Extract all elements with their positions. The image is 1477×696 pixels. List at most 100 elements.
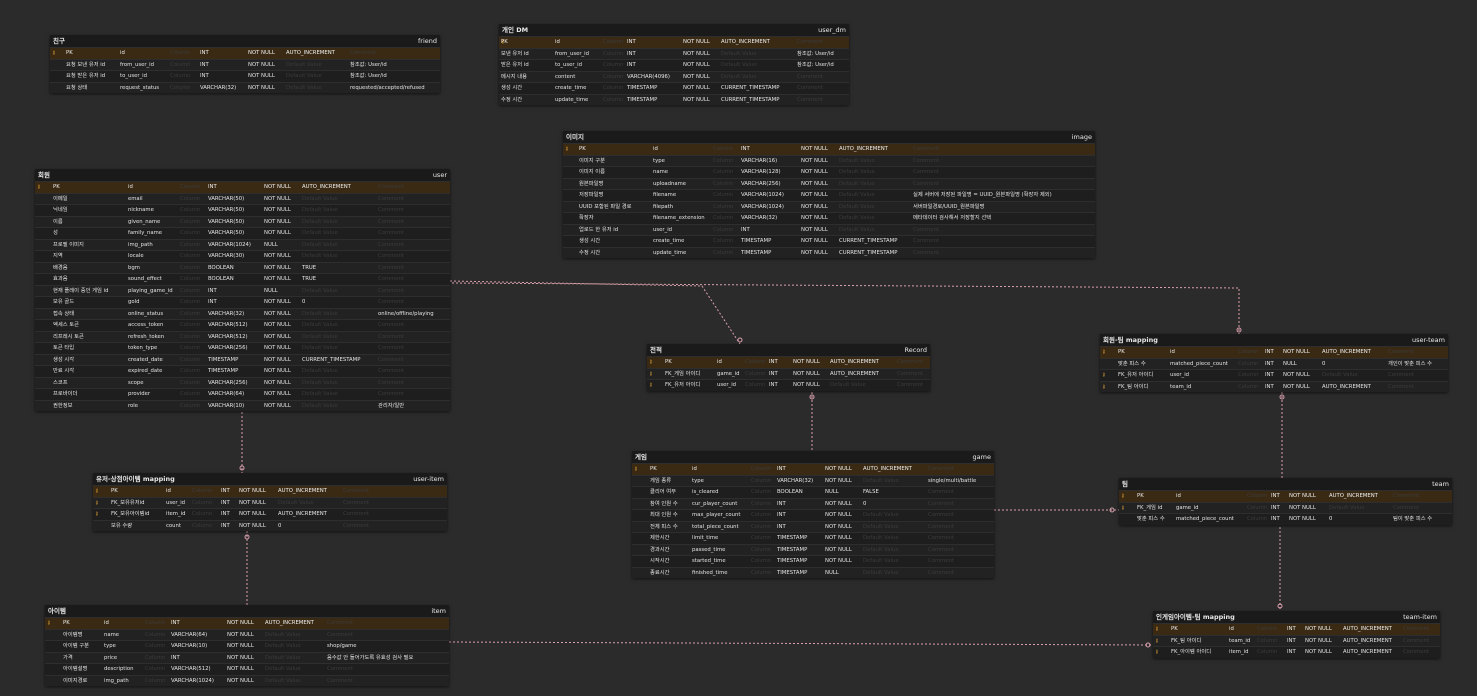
column-row[interactable]: 원본파일명 uploadname Column VARCHAR(256) NOT NUL… <box>563 177 1095 189</box>
pk-row[interactable]: ⚷ PK id Column INT NOT NULL AUTO_INCREMENT Comm… <box>50 47 440 59</box>
table-image[interactable]: 이미지 image ⚷ PK id Column INT NOT NULL AUTO_INCRE… <box>563 131 1095 258</box>
column-row[interactable]: 이메일 email Column VARCHAR(50) NOT NULL Default… <box>35 192 450 204</box>
column-row[interactable]: 성 family_name Column VARCHAR(50) NOT NULL Def… <box>35 227 450 239</box>
column-row[interactable]: ⚷ FK_유저 아이디 user_id Column INT NOT NULL Defaul… <box>647 379 930 391</box>
column-row[interactable]: 효과음 sound_effect Column BOOLEAN NOT NULL TRUE… <box>35 273 450 285</box>
column-row[interactable]: 맞춘 피스 수 matched_piece_count Column INT NOT N… <box>1119 513 1452 525</box>
column-row[interactable]: 이미지 구분 type Column VARCHAR(16) NOT NULL Defau… <box>563 154 1095 166</box>
column-row[interactable]: 시작시간 started_time Column TIMESTAMP NOT NULL D… <box>632 555 994 567</box>
column-row[interactable]: 게임 종류 type Column VARCHAR(32) NOT NULL Defaul… <box>632 474 994 486</box>
table-header[interactable]: 유저-상점아이템 mapping user-item <box>93 473 447 485</box>
column-row[interactable]: 리프레시 토큰 refresh_token Column VARCHAR(512) NO… <box>35 330 450 342</box>
column-name-cell: request_status <box>120 84 160 91</box>
column-row[interactable]: 참여 인원 수 cur_player_count Column INT NOT NULL… <box>632 497 994 509</box>
pk-row[interactable]: ⚷ PK id Column INT NOT NULL AUTO_INCREMENT Comm… <box>1119 490 1452 502</box>
table-user_team[interactable]: 회원-팀 mapping user-team ⚷ PK id Column INT NOT N… <box>1100 334 1448 392</box>
column-row[interactable]: 가격 price Column INT NOT NULL Default Value 음수값… <box>45 651 449 663</box>
column-row[interactable]: 만료 시각 expired_date Column TIMESTAMP NOT NULL… <box>35 365 450 377</box>
column-row[interactable]: 이름 given_name Column VARCHAR(50) NOT NULL Def… <box>35 215 450 227</box>
table-header[interactable]: 팀 team <box>1119 478 1452 490</box>
pk-row[interactable]: ⚷ PK id Column INT NOT NULL AUTO_INCREMENT Comm… <box>647 356 930 368</box>
column-row[interactable]: 보낸 유저 id from_user_id Column INT NOT NULL Def… <box>499 47 849 59</box>
column-row[interactable]: 클리어 여부 is_cleared Column BOOLEAN NULL FALSE Co… <box>632 486 994 498</box>
table-user_item[interactable]: 유저-상점아이템 mapping user-item ⚷ PK id Column INT N… <box>93 473 447 531</box>
column-row[interactable]: 현재 플레이 중인 게임 id playing_game_id Column INT N… <box>35 284 450 296</box>
column-row[interactable]: 종료시간 finished_time Column TIMESTAMP NULL Defa… <box>632 566 994 578</box>
pk-row[interactable]: ⚷ PK id Column INT NOT NULL AUTO_INCREMENT Comm… <box>499 36 849 48</box>
column-row[interactable]: 프로바이더 provider Column VARCHAR(64) NOT NULL De… <box>35 388 450 400</box>
column-row[interactable]: 닉네임 nickname Column VARCHAR(50) NOT NULL Defa… <box>35 204 450 216</box>
pk-row[interactable]: ⚷ PK id Column INT NOT NULL AUTO_INCREMENT Comm… <box>1100 346 1448 358</box>
column-row[interactable]: 요청 상태 request_status Column VARCHAR(32) NOT … <box>50 81 440 93</box>
column-row[interactable]: 맞춘 피스 수 matched_piece_count Column INT NULL 0… <box>1100 357 1448 369</box>
pk-row[interactable]: ⚷ PK id Column INT NOT NULL AUTO_INCREMENT Comm… <box>1153 623 1440 635</box>
table-record[interactable]: 전적 Record ⚷ PK id Column INT NOT NULL AUTO_INCRE… <box>647 344 930 391</box>
column-row[interactable]: 엑세스 토큰 access_token Column VARCHAR(512) NOT … <box>35 319 450 331</box>
column-row[interactable]: 배경음 bgm Column BOOLEAN NOT NULL TRUE Comment <box>35 261 450 273</box>
column-row[interactable]: ⚷ FK_아이템 아이디 item_id Column INT NOT NULL AUTO_… <box>1153 646 1440 658</box>
table-header[interactable]: 친구 friend <box>50 35 440 47</box>
column-row[interactable]: 프로필 이미지 img_path Column VARCHAR(1024) NULL De… <box>35 238 450 250</box>
column-row[interactable]: 생성 시각 created_date Column TIMESTAMP NOT NULL… <box>35 353 450 365</box>
table-team[interactable]: 팀 team ⚷ PK id Column INT NOT NULL AUTO_INCREMEN… <box>1119 478 1452 525</box>
column-row[interactable]: 접속 상태 online_status Column VARCHAR(32) NOT N… <box>35 307 450 319</box>
column-row[interactable]: ⚷ FK_게임 아이디 game_id Column INT NOT NULL AUTO_I… <box>647 367 930 379</box>
column-row[interactable]: 권한정보 role Column VARCHAR(10) NOT NULL Default… <box>35 399 450 411</box>
column-row[interactable]: 보유 골드 gold Column INT NOT NULL 0 Comment <box>35 296 450 308</box>
column-row[interactable]: 수정 시간 update_time Column TIMESTAMP NOT NULL C… <box>563 246 1095 258</box>
table-user[interactable]: 회원 user ⚷ PK id Column INT NOT NULL AUTO_INCREME… <box>35 169 450 411</box>
column-row[interactable]: 스코프 scope Column VARCHAR(256) NOT NULL Defaul… <box>35 376 450 388</box>
table-user_dm[interactable]: 개인 DM user_dm ⚷ PK id Column INT NOT NULL AUTO_I… <box>499 24 849 105</box>
column-row[interactable]: 수정 시간 update_time Column TIMESTAMP NOT NULL C… <box>499 93 849 105</box>
column-row[interactable]: ⚷ FK_팀 아이디 team_id Column INT NOT NULL AUTO_IN… <box>1100 380 1448 392</box>
table-header[interactable]: 이미지 image <box>563 131 1095 143</box>
column-row[interactable]: UUID 포함된 파일 경로 filepath Column VARCHAR(1024… <box>563 200 1095 212</box>
column-row[interactable]: 요청 받은 유저 id to_user_id Column INT NOT NULL De… <box>50 70 440 82</box>
column-row[interactable]: 확장자 filename_extension Column VARCHAR(32) NO… <box>563 212 1095 224</box>
nullable-cell: NOT NULL <box>683 62 710 68</box>
table-friend[interactable]: 친구 friend ⚷ PK id Column INT NOT NULL AUTO_INCRE… <box>50 35 440 93</box>
column-row[interactable]: ⚷ FK_유저 아이디 user_id Column INT NOT NULL Defaul… <box>1100 369 1448 381</box>
table-header[interactable]: 게임 game <box>632 451 994 463</box>
column-row[interactable]: 제한시간 limit_time Column TIMESTAMP NOT NULL Def… <box>632 532 994 544</box>
table-item[interactable]: 아이템 item ⚷ PK id Column INT NOT NULL AUTO_INCREM… <box>45 605 449 686</box>
pk-row[interactable]: ⚷ PK id Column INT NOT NULL AUTO_INCREMENT Comm… <box>93 485 447 497</box>
table-header[interactable]: 아이템 item <box>45 605 449 617</box>
column-row[interactable]: 토큰 타입 token_type Column VARCHAR(256) NOT NUL… <box>35 342 450 354</box>
nullable-cell: NOT NULL <box>825 477 852 484</box>
column-row[interactable]: ⚷ FK_게임 id game_id Column INT NOT NULL Default… <box>1119 501 1452 513</box>
table-header[interactable]: 전적 Record <box>647 344 930 356</box>
table-header[interactable]: 개인 DM user_dm <box>499 24 849 36</box>
column-row[interactable]: 최대 인원 수 max_player_count Column INT NOT NULL… <box>632 509 994 521</box>
column-row[interactable]: ⚷ FK_보유유저id user_id Column INT NOT NULL Defaul… <box>93 496 447 508</box>
column-row[interactable]: ⚷ FK_팀 아이디 team_id Column INT NOT NULL AUTO_IN… <box>1153 634 1440 646</box>
column-row[interactable]: 저장파일명 filename Column VARCHAR(1024) NOT NULL… <box>563 189 1095 201</box>
pk-row[interactable]: ⚷ PK id Column INT NOT NULL AUTO_INCREMENT Comm… <box>563 143 1095 155</box>
pk-row[interactable]: ⚷ PK id Column INT NOT NULL AUTO_INCREMENT Comm… <box>35 181 450 193</box>
table-game[interactable]: 게임 game ⚷ PK id Column INT NOT NULL AUTO_INCREME… <box>632 451 994 578</box>
column-row[interactable]: 전체 피스 수 total_piece_count Column INT NOT NUL… <box>632 520 994 532</box>
pk-row[interactable]: ⚷ PK id Column INT NOT NULL AUTO_INCREMENT Comm… <box>45 617 449 629</box>
column-row[interactable]: 아이템설명 description Column VARCHAR(512) NOT NU… <box>45 663 449 675</box>
table-team_item[interactable]: 인게임아이템-팀 mapping team-item ⚷ PK id Column INT N… <box>1153 611 1440 658</box>
table-header[interactable]: 회원 user <box>35 169 450 181</box>
column-row[interactable]: 아이템명 name Column VARCHAR(64) NOT NULL Default… <box>45 628 449 640</box>
column-row[interactable]: 요청 보낸 유저 id from_user_id Column INT NOT NULL… <box>50 58 440 70</box>
column-row[interactable]: 받은 유저 id to_user_id Column INT NOT NULL Defau… <box>499 59 849 71</box>
column-row[interactable]: 생성 시간 create_time Column TIMESTAMP NOT NULL C… <box>563 235 1095 247</box>
table-header[interactable]: 인게임아이템-팀 mapping team-item <box>1153 611 1440 623</box>
column-row[interactable]: 생성 시간 create_time Column TIMESTAMP NOT NULL C… <box>499 82 849 94</box>
column-row[interactable]: 아이템 구분 type Column VARCHAR(10) NOT NULL Defau… <box>45 640 449 652</box>
column-row[interactable]: 이미지 이름 name Column VARCHAR(128) NOT NULL Defa… <box>563 166 1095 178</box>
column-row[interactable]: 이미지경로 img_path Column VARCHAR(1024) NOT NULL… <box>45 674 449 686</box>
column-row[interactable]: 메시지 내용 content Column VARCHAR(4096) NOT NULL… <box>499 70 849 82</box>
column-row[interactable]: 업로드 한 유저 id user_id Column INT NOT NULL Defau… <box>563 223 1095 235</box>
pk-row[interactable]: ⚷ PK id Column INT NOT NULL AUTO_INCREMENT Comm… <box>632 463 994 475</box>
comment-cell: Comment <box>928 535 954 541</box>
column-row[interactable]: ⚷ FK_보유아이템id item_id Column INT NOT NULL AUTO_… <box>93 508 447 520</box>
column-row[interactable]: 보유 수량 count Column INT NOT NULL 0 Comment <box>93 519 447 531</box>
column-row[interactable]: 경과시간 passed_time Column TIMESTAMP NOT NULL De… <box>632 543 994 555</box>
table-header[interactable]: 회원-팀 mapping user-team <box>1100 334 1448 346</box>
column-row[interactable]: 지역 locale Column VARCHAR(30) NOT NULL Default… <box>35 250 450 262</box>
